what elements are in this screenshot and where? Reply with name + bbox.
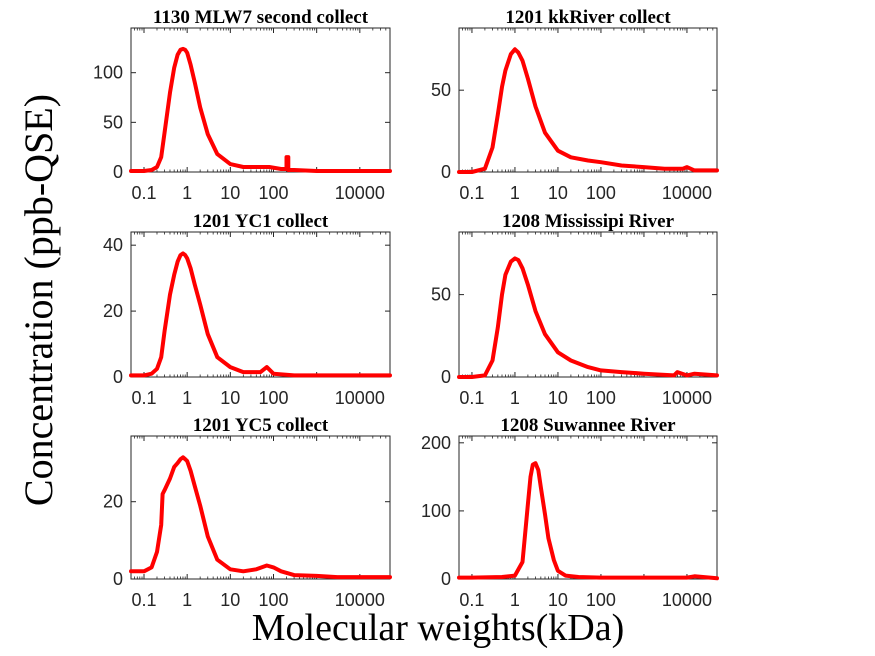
series-line <box>129 455 392 580</box>
axes-frame <box>458 231 718 378</box>
x-tick-label: 0.1 <box>131 388 156 408</box>
y-tick-label: 0 <box>113 162 123 182</box>
subplot-3: 1201 YC1 collect 0.1 1 10 100 10000 0 20 40 <box>103 211 392 408</box>
y-tick-label: 200 <box>421 433 451 453</box>
subplot-title: 1208 Mississipi River <box>502 211 675 232</box>
series-line <box>457 256 719 379</box>
x-tick-label: 10 <box>548 183 568 203</box>
subplot-title: 1208 Suwannee River <box>500 415 676 436</box>
y-tick-label: 20 <box>103 492 123 512</box>
x-tick-label: 100 <box>586 590 616 610</box>
subplot-title: 1201 kkRiver collect <box>505 7 671 28</box>
x-tick-label: 1 <box>182 590 192 610</box>
subplot-4: 1208 Mississipi River 0.1 1 10 100 10000 0 50 <box>431 211 719 408</box>
y-tick-label: 50 <box>431 285 451 305</box>
x-tick-label: 10 <box>548 590 568 610</box>
x-tick-label: 0.1 <box>131 590 156 610</box>
x-tick-label: 0.1 <box>459 590 484 610</box>
y-tick-label: 0 <box>441 569 451 589</box>
y-tick-label: 0 <box>113 367 123 387</box>
subplot-title: 1201 YC5 collect <box>193 415 329 436</box>
x-tick-label: 10000 <box>662 590 712 610</box>
subplot-title: 1201 YC1 collect <box>193 211 329 232</box>
y-tick-label: 20 <box>103 301 123 321</box>
x-tick-label: 10 <box>220 183 240 203</box>
x-tick-label: 1 <box>510 590 520 610</box>
y-tick-label: 100 <box>93 63 123 83</box>
x-tick-label: 10000 <box>335 590 385 610</box>
series-line <box>457 47 719 174</box>
y-tick-label: 40 <box>103 235 123 255</box>
subplot-5: 1201 YC5 collect 0.1 1 10 100 10000 0 20 <box>103 415 392 610</box>
x-tick-label: 100 <box>586 388 616 408</box>
x-tick-label: 0.1 <box>131 183 156 203</box>
x-tick-label: 10 <box>220 590 240 610</box>
y-tick-label: 50 <box>103 112 123 132</box>
y-tick-label: 100 <box>421 501 451 521</box>
x-tick-label: 10000 <box>335 388 385 408</box>
series-line <box>457 461 719 581</box>
x-tick-label: 100 <box>258 388 288 408</box>
x-tick-label: 100 <box>258 183 288 203</box>
x-tick-label: 0.1 <box>459 388 484 408</box>
y-tick-label: 50 <box>431 80 451 100</box>
subplot-2: 1201 kkRiver collect 0.1 1 10 100 10000 0 50 <box>431 7 719 203</box>
x-tick-label: 1 <box>182 183 192 203</box>
x-tick-label: 0.1 <box>459 183 484 203</box>
x-tick-label: 1 <box>182 388 192 408</box>
figure-xlabel: Molecular weights(kDa) <box>252 607 625 649</box>
series-line <box>129 251 392 378</box>
x-tick-label: 10 <box>548 388 568 408</box>
x-tick-label: 100 <box>258 590 288 610</box>
x-tick-label: 1 <box>510 388 520 408</box>
x-tick-label: 1 <box>510 183 520 203</box>
axes-frame <box>130 435 391 580</box>
x-tick-label: 10000 <box>335 183 385 203</box>
x-tick-label: 10000 <box>662 183 712 203</box>
subplot-1: 1130 MLW7 second collect 0.1 1 10 100 10000 0 5… <box>93 7 392 203</box>
y-tick-label: 0 <box>113 569 123 589</box>
axes-frame <box>458 435 718 580</box>
figure-ylabel: Concentration (ppb-QSE) <box>16 94 61 506</box>
axes-frame <box>458 27 718 173</box>
x-tick-label: 100 <box>586 183 616 203</box>
series-line <box>129 46 392 173</box>
y-tick-label: 0 <box>441 367 451 387</box>
subplot-title: 1130 MLW7 second collect <box>153 7 369 28</box>
x-tick-label: 10000 <box>662 388 712 408</box>
y-tick-label: 0 <box>441 162 451 182</box>
subplot-6: 1208 Suwannee River 0.1 1 10 100 10000 0 100 200 <box>421 415 719 610</box>
x-tick-label: 10 <box>220 388 240 408</box>
